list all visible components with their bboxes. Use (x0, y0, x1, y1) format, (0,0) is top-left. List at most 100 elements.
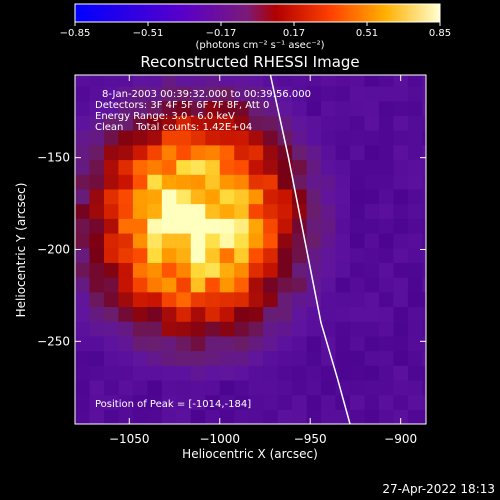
heatmap-cell (393, 218, 409, 234)
heatmap-cell (103, 409, 120, 424)
heatmap-cell (248, 86, 264, 102)
heatmap-cell (132, 277, 148, 293)
heatmap-cell (422, 232, 426, 249)
heatmap-cell (321, 262, 337, 278)
heatmap-cell (132, 75, 148, 87)
annotation-line: 8-Jan-2003 00:39:32.000 to 00:39:56.000 (102, 89, 311, 100)
solar-limb-curve (269, 75, 351, 424)
heatmap-cell (292, 291, 308, 308)
heatmap-cell (321, 232, 337, 249)
heatmap-cell (248, 203, 264, 219)
heatmap-cell (263, 115, 279, 131)
heatmap-cell (75, 306, 91, 322)
heatmap-cell (205, 321, 221, 337)
heatmap-cell (263, 306, 279, 322)
heatmap-cell (393, 291, 409, 308)
heatmap-cell (190, 247, 206, 263)
heatmap-cell (263, 232, 279, 249)
heatmap-cell (422, 291, 426, 308)
heatmap-cell (263, 321, 279, 337)
heatmap-cell (422, 335, 426, 352)
x-tick-label: −950 (294, 432, 327, 446)
heatmap-cell (321, 115, 337, 131)
heatmap-cell (176, 379, 192, 396)
heatmap-cell (205, 262, 221, 278)
heatmap-cell (263, 247, 279, 263)
annotation-line: Detectors: 3F 4F 5F 6F 7F 8F, Att 0 (95, 100, 269, 111)
heatmap-cell (422, 365, 426, 381)
heatmap-cell (321, 277, 337, 293)
heatmap-cell (277, 144, 293, 161)
heatmap-cell (161, 321, 177, 337)
heatmap-cell (132, 115, 148, 131)
heatmap-cell (350, 86, 366, 102)
heatmap-cell (292, 306, 308, 322)
heatmap-cell (292, 218, 308, 234)
heatmap-cell (118, 232, 134, 249)
heatmap-cell (422, 130, 426, 146)
heatmap-cell (234, 232, 250, 249)
heatmap-cell (176, 203, 192, 219)
heatmap-cell (161, 203, 177, 219)
heatmap-cell (263, 335, 279, 352)
heatmap-cell (292, 350, 308, 366)
heatmap-cell (248, 159, 264, 175)
heatmap-cell (277, 86, 293, 102)
heatmap-cell (118, 247, 134, 263)
heatmap-cell (118, 262, 134, 278)
heatmap-cell (219, 321, 235, 337)
heatmap-cell (75, 203, 91, 219)
heatmap-cell (393, 144, 409, 161)
heatmap-cell (364, 188, 380, 205)
heatmap-cell (248, 379, 264, 396)
heatmap-cell (277, 321, 293, 337)
heatmap-cell (234, 100, 250, 117)
heatmap-cell (321, 365, 337, 381)
heatmap-cell (248, 394, 264, 410)
heatmap-cell (190, 115, 206, 131)
heatmap-cell (378, 75, 395, 87)
heatmap-cell (263, 130, 279, 146)
heatmap-cell (335, 75, 351, 87)
heatmap-cell (118, 306, 134, 322)
heatmap-cell (161, 394, 177, 410)
heatmap-cell (335, 144, 351, 161)
heatmap-cell (292, 321, 308, 337)
heatmap-cell (89, 350, 105, 366)
heatmap-cell (335, 350, 351, 366)
heatmap-cell (378, 379, 395, 396)
heatmap-cell (321, 100, 337, 117)
heatmap-cell (407, 100, 423, 117)
heatmap-cell (321, 409, 337, 424)
heatmap-cell (89, 394, 105, 410)
heatmap-cell (277, 335, 293, 352)
heatmap-cell (132, 321, 148, 337)
heatmap-cell (161, 277, 177, 293)
heatmap-cell (335, 306, 351, 322)
heatmap-cell (103, 218, 120, 234)
heatmap-cell (364, 291, 380, 308)
heatmap-cell (350, 262, 366, 278)
heatmap-cell (118, 100, 134, 117)
heatmap-cell (393, 115, 409, 131)
heatmap-cell (407, 335, 423, 352)
heatmap-cell (378, 159, 395, 175)
heatmap-cell (378, 409, 395, 424)
heatmap-cell (234, 218, 250, 234)
heatmap-cell (75, 86, 91, 102)
heatmap-cell (89, 218, 105, 234)
heatmap-cell (205, 188, 221, 205)
heatmap-cell (219, 100, 235, 117)
heatmap-cell (234, 75, 250, 87)
heatmap-cell (205, 409, 221, 424)
heatmap-cell (378, 144, 395, 161)
heatmap-cell (176, 409, 192, 424)
heatmap-cell (147, 335, 163, 352)
heatmap-cell (147, 203, 163, 219)
heatmap-cell (234, 188, 250, 205)
heatmap-cell (335, 188, 351, 205)
heatmap-cell (364, 365, 380, 381)
heatmap-cell (190, 159, 206, 175)
peak-position-label: Position of Peak = [-1014,-184] (95, 399, 251, 410)
heatmap-cell (321, 188, 337, 205)
